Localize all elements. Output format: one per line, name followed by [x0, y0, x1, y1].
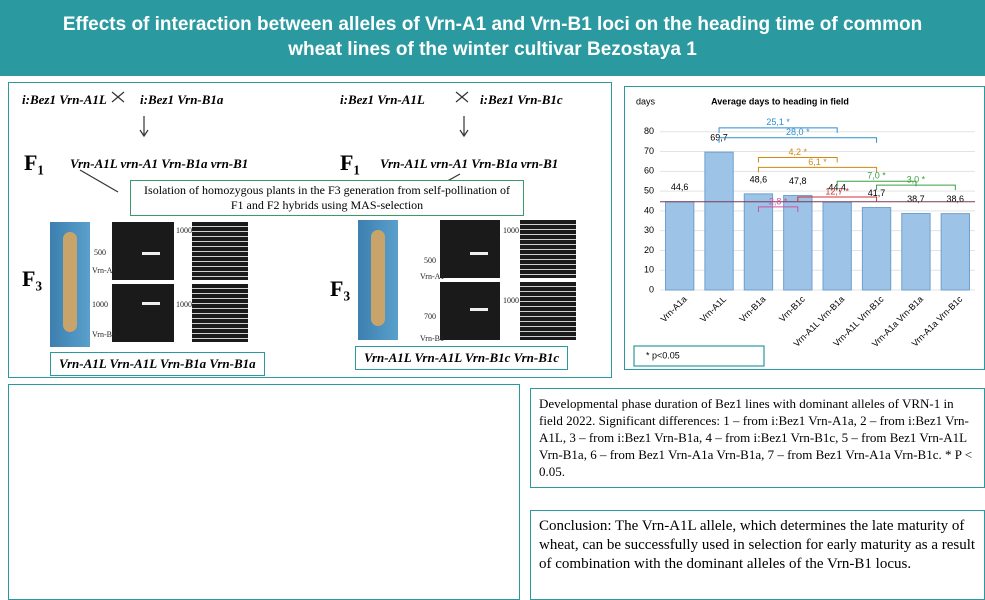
poster: Effects of interaction between alleles o…	[0, 0, 985, 600]
annotation: 25,1 *	[766, 117, 790, 127]
chart-panel	[8, 384, 520, 600]
value-label: 47,8	[789, 176, 807, 186]
y-tick-label: 0	[649, 284, 654, 294]
y-tick-label: 30	[644, 225, 654, 235]
chart-title: Average days to heading in field	[711, 96, 849, 106]
x-tick-label: Vrn-B1c	[777, 294, 807, 324]
bar	[862, 208, 890, 290]
y-tick-label: 60	[644, 166, 654, 176]
annotation: 2,8 *	[769, 196, 788, 206]
bar	[705, 152, 733, 290]
annotation: 28,0 *	[786, 127, 810, 137]
caption: Developmental phase duration of Bez1 lin…	[530, 388, 985, 488]
x-tick-label: Vrn-B1a	[737, 294, 767, 324]
annotation: 7,0 *	[867, 171, 886, 181]
conclusion: Conclusion: The Vrn-A1L allele, which de…	[530, 510, 985, 600]
y-tick-label: 80	[644, 126, 654, 136]
value-label: 38,7	[907, 194, 925, 204]
x-tick-label: Vrn-A1a	[659, 294, 689, 324]
value-label: 48,6	[750, 174, 768, 184]
annotation: 12,7 *	[825, 186, 849, 196]
y-axis-label: days	[636, 96, 656, 106]
annotation: 4,2 *	[789, 147, 808, 157]
annotation: 6,1 *	[808, 157, 827, 167]
value-label: 38,6	[947, 194, 965, 204]
significance-bracket	[719, 138, 877, 143]
value-label: 44,6	[671, 182, 689, 192]
y-tick-label: 10	[644, 265, 654, 275]
x-tick-label: Vrn-A1L	[698, 294, 728, 324]
y-tick-label: 20	[644, 245, 654, 255]
bar	[823, 202, 851, 290]
bar	[941, 214, 969, 290]
bar	[666, 202, 694, 290]
bar	[902, 213, 930, 290]
footnote: * p<0.05	[646, 350, 680, 360]
y-tick-label: 70	[644, 146, 654, 156]
y-tick-label: 40	[644, 205, 654, 215]
y-tick-label: 50	[644, 185, 654, 195]
